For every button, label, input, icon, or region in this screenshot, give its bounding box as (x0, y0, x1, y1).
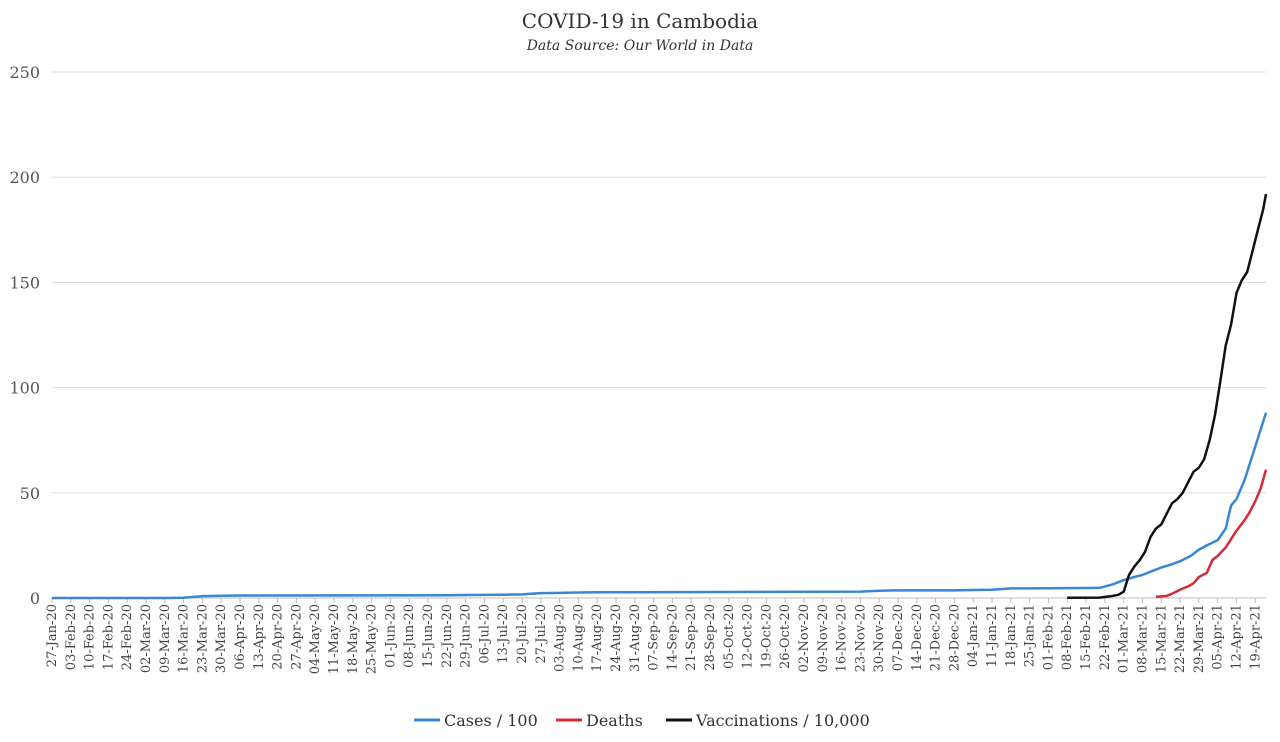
x-tick-label: 13-Jul-20 (496, 604, 511, 664)
y-axis-ticks: 0 50 100 150 200 250 (9, 63, 40, 608)
x-tick-label: 29-Jun-20 (459, 604, 474, 668)
y-tick-label: 200 (9, 168, 40, 187)
x-tick-label: 22-Mar-21 (1173, 604, 1188, 673)
x-tick-label: 20-Jul-20 (515, 604, 530, 664)
x-tick-label: 08-Jun-20 (402, 604, 417, 668)
x-tick-label: 24-Aug-20 (609, 604, 624, 672)
x-tick-label: 28-Dec-20 (947, 604, 962, 671)
x-tick-label: 21-Dec-20 (929, 604, 944, 671)
x-tick-label: 06-Jul-20 (477, 604, 492, 664)
x-tick-label: 30-Nov-20 (872, 604, 887, 672)
x-tick-label: 19-Oct-20 (759, 604, 774, 669)
x-tick-label: 22-Jun-20 (440, 604, 455, 668)
y-tick-label: 250 (9, 63, 40, 82)
y-tick-label: 150 (9, 273, 40, 292)
x-tick-label: 04-Jan-21 (966, 604, 981, 667)
x-tick-label: 27-Apr-20 (289, 604, 304, 670)
x-tick-label: 06-Apr-20 (233, 604, 248, 670)
legend-label-cases[interactable]: Cases / 100 (444, 711, 538, 730)
x-tick-label: 18-Jan-21 (1004, 604, 1019, 667)
x-tick-label: 23-Nov-20 (853, 604, 868, 672)
x-tick-label: 22-Feb-21 (1098, 604, 1113, 670)
x-tick-label: 10-Aug-20 (571, 604, 586, 672)
x-tick-label: 15-Feb-21 (1079, 604, 1094, 670)
x-tick-label: 27-Jan-20 (45, 604, 60, 667)
x-tick-label: 14-Sep-20 (665, 604, 680, 671)
x-tick-label: 30-Mar-20 (214, 604, 229, 673)
x-tick-label: 03-Aug-20 (553, 604, 568, 672)
x-tick-label: 03-Feb-20 (64, 604, 79, 670)
x-tick-label: 01-Jun-20 (383, 604, 398, 668)
x-tick-label: 16-Mar-20 (177, 604, 192, 673)
x-tick-label: 08-Mar-21 (1135, 604, 1150, 673)
x-tick-label: 09-Mar-20 (158, 604, 173, 673)
x-tick-label: 18-May-20 (346, 604, 361, 674)
x-tick-label: 31-Aug-20 (628, 604, 643, 672)
x-tick-label: 09-Nov-20 (816, 604, 831, 672)
y-tick-label: 50 (20, 484, 40, 503)
x-tick-label: 07-Dec-20 (891, 604, 906, 671)
x-tick-label: 01-Mar-21 (1117, 604, 1132, 673)
y-tick-label: 0 (30, 589, 40, 608)
x-tick-label: 17-Aug-20 (590, 604, 605, 672)
x-tick-label: 23-Mar-20 (195, 604, 210, 673)
x-tick-label: 17-Feb-20 (101, 604, 116, 670)
x-tick-label: 15-Mar-21 (1154, 604, 1169, 673)
x-tick-label: 20-Apr-20 (271, 604, 286, 670)
chart-subtitle: Data Source: Our World in Data (526, 38, 754, 54)
x-tick-label: 21-Sep-20 (684, 604, 699, 671)
x-tick-label: 24-Feb-20 (120, 604, 135, 670)
x-tick-label: 16-Nov-20 (835, 604, 850, 672)
x-axis-ticks: 27-Jan-20 03-Feb-20 10-Feb-20 17-Feb-20 24-F… (45, 598, 1263, 674)
x-tick-label: 12-Oct-20 (741, 604, 756, 669)
x-tick-label: 12-Apr-21 (1229, 604, 1244, 670)
x-tick-label: 02-Nov-20 (797, 604, 812, 672)
legend-label-vaccinations[interactable]: Vaccinations / 10,000 (695, 711, 870, 730)
x-tick-label: 25-Jan-21 (1023, 604, 1038, 667)
x-tick-label: 08-Feb-21 (1060, 604, 1075, 670)
legend: Cases / 100 Deaths Vaccinations / 10,000 (414, 711, 870, 730)
x-tick-label: 07-Sep-20 (647, 604, 662, 671)
x-tick-label: 14-Dec-20 (910, 604, 925, 671)
x-tick-label: 13-Apr-20 (252, 604, 267, 670)
x-tick-label: 15-Jun-20 (421, 604, 436, 668)
x-tick-label: 04-May-20 (308, 604, 323, 674)
x-tick-label: 05-Apr-21 (1211, 604, 1226, 670)
series-line-deaths (1155, 469, 1268, 599)
x-tick-label: 01-Feb-21 (1041, 604, 1056, 670)
x-tick-label: 29-Mar-21 (1192, 604, 1207, 673)
x-tick-label: 28-Sep-20 (703, 604, 718, 671)
x-tick-label: 10-Feb-20 (83, 604, 98, 670)
y-tick-label: 100 (9, 379, 40, 398)
x-tick-label: 05-Oct-20 (722, 604, 737, 669)
gridlines (52, 71, 1266, 599)
series-line-cases (52, 412, 1268, 600)
x-tick-label: 25-May-20 (365, 604, 380, 674)
x-tick-label: 26-Oct-20 (778, 604, 793, 669)
x-tick-label: 11-Jan-21 (985, 604, 1000, 667)
x-tick-label: 02-Mar-20 (139, 604, 154, 673)
x-tick-label: 27-Jul-20 (534, 604, 549, 664)
legend-label-deaths[interactable]: Deaths (586, 711, 643, 730)
x-tick-label: 19-Apr-21 (1248, 604, 1263, 670)
x-tick-label: 11-May-20 (327, 604, 342, 674)
series-lines (52, 193, 1268, 600)
series-line-vaccinations (1067, 193, 1268, 600)
chart-title: COVID-19 in Cambodia (522, 9, 759, 33)
